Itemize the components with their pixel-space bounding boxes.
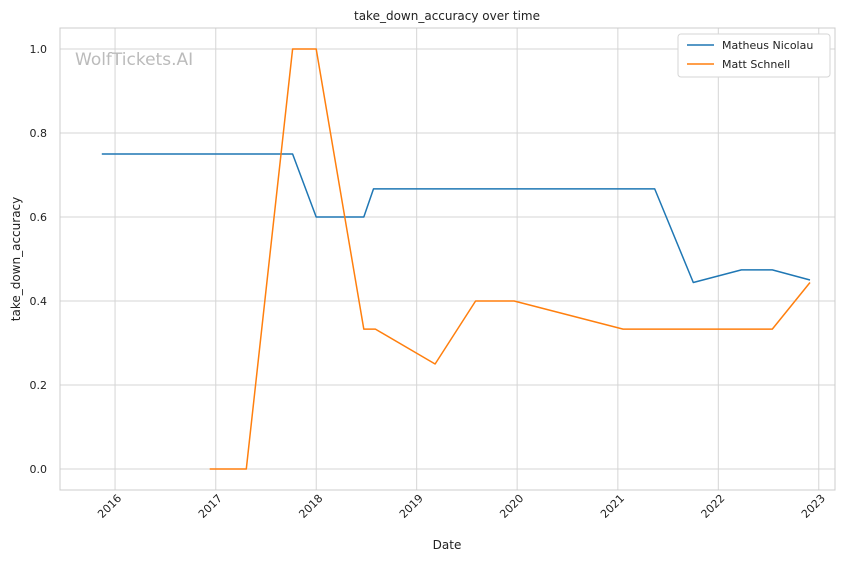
- y-tick-label: 1.0: [30, 43, 48, 56]
- legend-box: [677, 33, 831, 78]
- y-axis-title: take_down_accuracy: [9, 197, 23, 321]
- plot-frame: [59, 27, 836, 491]
- legend-label-matheus-nicolau: Matheus Nicolau: [722, 39, 813, 52]
- legend-label-matt-schnell: Matt Schnell: [722, 58, 790, 71]
- y-tick-label: 0.8: [30, 127, 48, 140]
- series-lines: [101, 48, 811, 470]
- series-line-matheus-nicolau: [101, 153, 811, 284]
- chart-title: take_down_accuracy over time: [354, 9, 540, 23]
- y-tick-label: 0.2: [30, 379, 48, 392]
- y-tick-label: 0.0: [30, 463, 48, 476]
- watermark: WolfTickets.AI: [75, 50, 193, 70]
- legend: Matheus Nicolau Matt Schnell: [677, 33, 831, 78]
- grid: [60, 28, 835, 490]
- y-tick-label: 0.4: [30, 295, 48, 308]
- y-tick-label: 0.6: [30, 211, 48, 224]
- series-line-matt-schnell: [209, 48, 811, 470]
- y-tick-labels: 0.0 0.2 0.4 0.6 0.8 1.0: [30, 43, 48, 476]
- x-axis-title: Date: [433, 538, 462, 552]
